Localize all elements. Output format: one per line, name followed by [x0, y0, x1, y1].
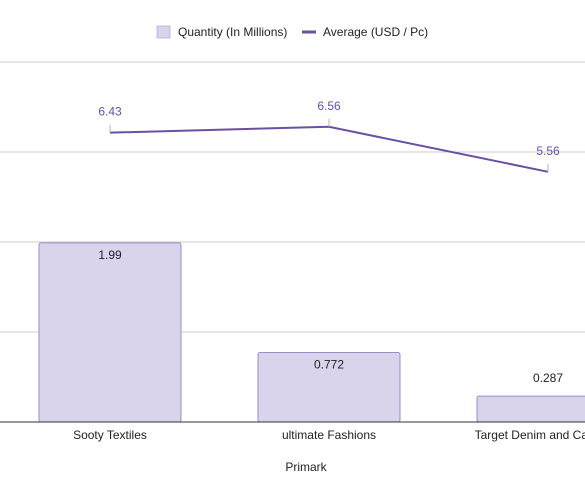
bar-value-label: 0.287 — [533, 371, 563, 385]
bar — [38, 242, 182, 423]
x-tick-label: ultimate Fashions — [282, 428, 376, 442]
legend-swatch-quantity — [156, 25, 171, 39]
legend-label-quantity: Quantity (In Millions) — [178, 25, 287, 39]
line-point-label: 5.56 — [536, 144, 560, 158]
x-tick-label: Target Denim and Casual V — [475, 428, 585, 442]
bar — [476, 395, 585, 423]
x-axis-title: Primark — [285, 460, 327, 474]
line-point-label: 6.43 — [98, 105, 122, 119]
legend-label-average: Average (USD / Pc) — [323, 25, 428, 39]
bar-value-label: 1.99 — [98, 248, 122, 262]
x-tick-label: Sooty Textiles — [73, 428, 147, 442]
bar-value-label: 0.772 — [314, 358, 344, 372]
line-point-label: 6.56 — [317, 99, 341, 113]
series-line-average — [109, 125, 549, 173]
